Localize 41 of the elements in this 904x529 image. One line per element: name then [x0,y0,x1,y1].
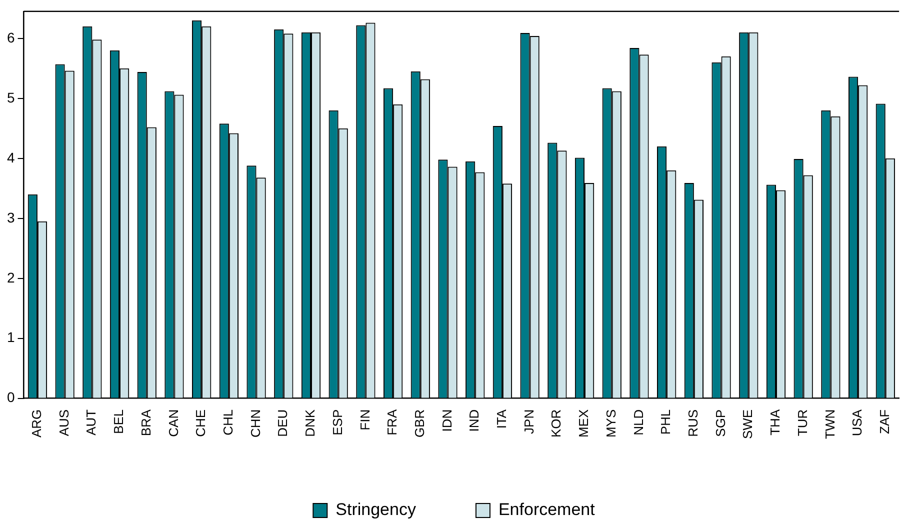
x-tick-label: TWN [822,409,838,439]
y-tick-label: 1 [6,329,15,346]
x-tick-label: FIN [357,409,372,430]
x-tick-label: THA [768,409,783,436]
x-tick-label: MYS [603,409,618,438]
x-tick-label: ZAF [876,409,892,434]
y-tick-label: 3 [6,209,15,226]
x-tick-label: FRA [384,409,400,436]
x-tick-label: ARG [29,409,44,438]
x-tick-label: TUR [794,409,810,436]
y-tick-label: 4 [6,149,15,166]
x-tick-label: KOR [548,409,564,438]
x-tick-label: ITA [494,409,510,429]
x-tick-label: SGP [712,409,728,437]
x-tick-label: SWE [740,409,756,440]
x-tick-label: IND [466,409,482,432]
x-tick-label: BEL [111,409,126,434]
x-tick-label: CHN [248,409,263,438]
x-tick-label: IDN [439,409,454,432]
x-tick-label: CHL [220,409,236,436]
x-tick-label: BRA [138,409,154,436]
x-tick-label: DEU [275,409,290,437]
y-tick-label: 6 [6,29,15,46]
x-tick-label: CHE [193,409,208,437]
x-tick-label: RUS [686,409,701,437]
x-tick-label: DNK [302,409,318,437]
y-tick-label: 2 [6,269,15,286]
x-tick-label: NLD [630,409,646,436]
x-tick-label: AUT [84,409,99,436]
legend-label: Stringency [336,500,416,520]
x-tick-label: MEX [576,409,592,438]
x-tick-label: CAN [166,409,181,437]
x-tick-label: PHL [658,409,674,435]
x-tick-label: USA [850,409,865,436]
x-tick-label: ESP [330,409,345,436]
y-tick-label: 0 [6,389,15,406]
y-tick-label: 5 [6,89,15,106]
legend-label: Enforcement [498,500,596,520]
x-tick-label: JPN [521,409,536,434]
x-tick-label: AUS [56,409,72,436]
x-tick-label: GBR [412,409,427,438]
